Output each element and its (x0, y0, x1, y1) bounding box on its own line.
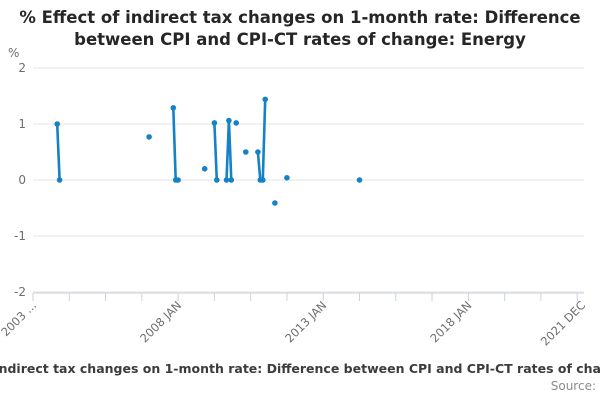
data-point[interactable]: 2009 OCT: 1.06 (226, 117, 232, 124)
data-point[interactable]: 2010 JAN: 1.02 (233, 120, 239, 126)
data-line[interactable] (172, 106, 180, 182)
y-axis-unit: % (8, 46, 19, 60)
data-point[interactable]: 2009 SEP: 0 (223, 177, 230, 183)
data-point[interactable]: 2010 DEC: 0 (260, 177, 266, 183)
data-point[interactable]: 2003 DEC: 0 (56, 177, 63, 183)
data-point[interactable]: 2014 APR: 0 (356, 177, 363, 183)
data-point[interactable]: 2008 JAN: 0 (175, 177, 181, 183)
data-point[interactable]: 2011 MAY: -0.41 (272, 200, 278, 206)
data-line[interactable] (55, 122, 61, 182)
data-line[interactable] (213, 121, 219, 182)
footer-title-line: % Effect of indirect tax changes on 1-mo… (0, 361, 600, 376)
data-point[interactable]: 2011 OCT: 0.04 (284, 175, 290, 181)
x-tick-label: 2021 DEC (538, 298, 588, 348)
data-point[interactable]: 2009 MAY: 0 (214, 177, 220, 183)
data-point[interactable]: 2010 MAY: 0.5 (243, 149, 249, 155)
y-tick-label: -1 (14, 229, 26, 243)
x-tick-label: 2013 JAN (282, 298, 329, 345)
data-point[interactable]: 2007 JAN: 0.77 (146, 134, 152, 140)
data-point[interactable]: 2009 NOV: 0 (228, 177, 235, 183)
data-point[interactable]: 2009 APR: 1.02 (211, 120, 218, 126)
x-tick-label: 2003 ... (0, 298, 39, 339)
page-title-line1: % Effect of indirect tax changes on 1-mo… (19, 8, 581, 27)
y-tick-label: 1 (18, 117, 26, 131)
data-point[interactable]: 2007 NOV: 1.29 (170, 105, 177, 111)
y-tick-label: -2 (14, 285, 26, 299)
data-point[interactable]: 2010 OCT: 0.5 (255, 149, 261, 155)
data-line[interactable] (256, 98, 267, 182)
x-tick-label: 2018 JAN (427, 298, 474, 345)
data-point[interactable]: 2003 NOV: 1 (54, 121, 60, 127)
y-tick-label: 2 (18, 61, 26, 75)
data-point[interactable]: 2011 JAN: 1.44 (262, 96, 269, 103)
data-point[interactable]: 2008 DEC: 0.2 (201, 166, 208, 172)
x-tick-label: 2008 JAN (137, 298, 184, 345)
data-line[interactable] (225, 119, 233, 182)
y-tick-label: 0 (18, 173, 26, 187)
page-title-line2: between CPI and CPI-CT rates of change: … (74, 29, 526, 49)
source-label: Source: (550, 379, 596, 393)
page-title: % Effect of indirect tax changes on 1-mo… (0, 7, 600, 51)
